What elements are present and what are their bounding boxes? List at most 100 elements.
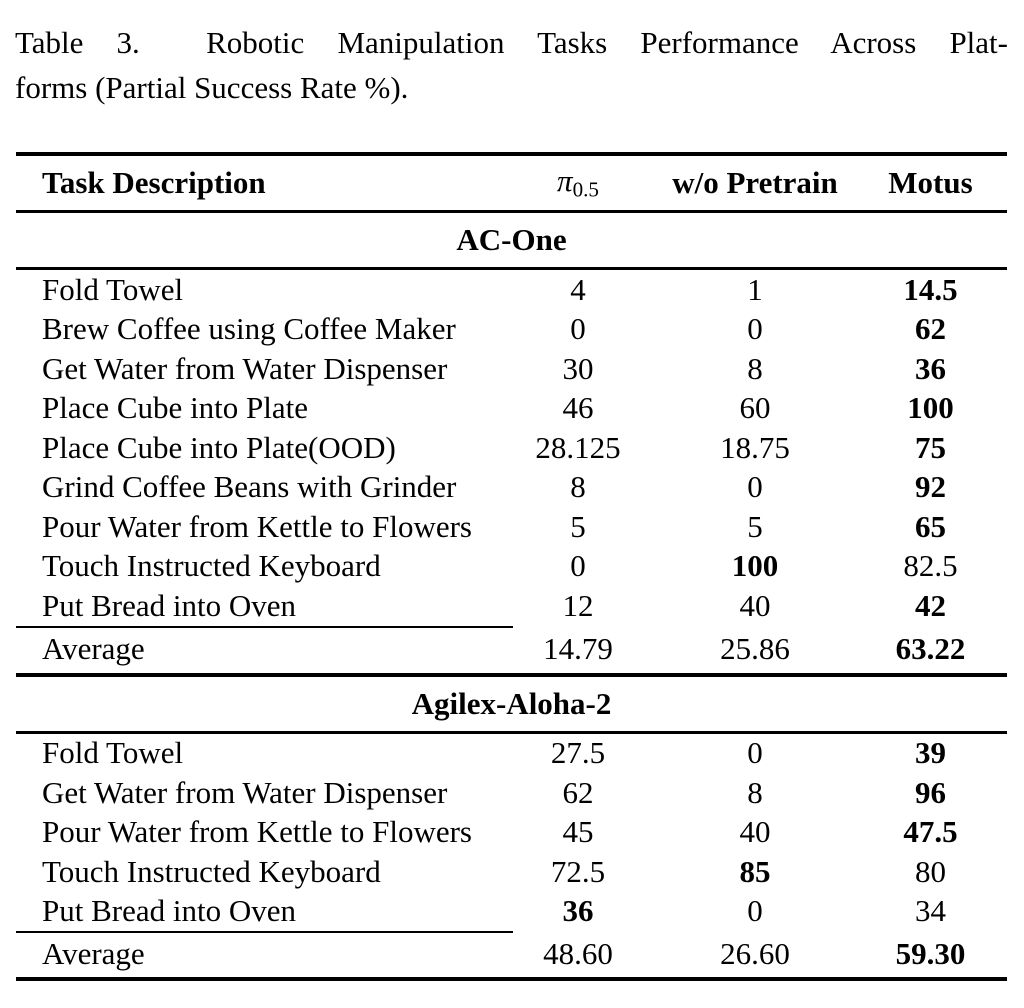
partial-rule — [16, 931, 513, 933]
average-row: Average 14.79 25.86 63.22 — [16, 625, 1007, 673]
pi05-value: 36 — [562, 893, 594, 929]
wo-pretrain-value: 18.75 — [720, 429, 790, 465]
motus-average: 63.22 — [895, 631, 966, 666]
pi05-value: 8 — [570, 469, 586, 505]
wo-pretrain-value: 1 — [747, 271, 763, 307]
motus-value: 100 — [907, 390, 954, 426]
pi05-value: 30 — [562, 350, 594, 386]
wo-pretrain-value: 0 — [747, 735, 763, 771]
task-cell: Get Water from Water Dispenser — [42, 350, 448, 386]
caption-line-1: Table 3. Robotic Manipulation Tasks Perf… — [15, 25, 1008, 60]
motus-value: 42 — [915, 587, 946, 623]
table-row: Pour Water from Kettle to Flowers 5 5 65 — [16, 507, 1007, 547]
task-cell: Pour Water from Kettle to Flowers — [42, 508, 472, 544]
average-row: Average 48.60 26.60 59.30 — [16, 931, 1007, 977]
pi05-value: 27.5 — [550, 735, 606, 771]
wo-pretrain-value: 40 — [739, 587, 771, 623]
pi05-value: 4 — [570, 271, 586, 307]
section-title-ac-one: AC-One — [456, 222, 567, 257]
pi05-average: 14.79 — [543, 631, 613, 666]
wo-pretrain-value: 0 — [747, 893, 763, 929]
motus-value: 34 — [915, 893, 946, 929]
wo-pretrain-value: 5 — [747, 508, 763, 544]
table-row: Grind Coffee Beans with Grinder 8 0 92 — [16, 468, 1007, 508]
table-caption: Table 3. Robotic Manipulation Tasks Perf… — [15, 20, 1008, 110]
task-cell: Get Water from Water Dispenser — [42, 774, 448, 810]
motus-value: 92 — [915, 469, 946, 505]
wo-pretrain-average: 25.86 — [720, 631, 790, 666]
task-cell: Brew Coffee using Coffee Maker — [42, 311, 456, 347]
motus-value: 96 — [915, 774, 946, 810]
motus-value: 75 — [915, 429, 946, 465]
pi05-value: 45 — [562, 814, 594, 850]
pi05-value: 62 — [562, 774, 594, 810]
pi05-value: 28.125 — [535, 429, 621, 465]
wo-pretrain-value: 8 — [747, 774, 763, 810]
wo-pretrain-value: 100 — [731, 548, 779, 584]
section-divider-rule — [16, 672, 1007, 677]
task-cell: Touch Instructed Keyboard — [42, 853, 381, 889]
table-header-row: Task Description π0.5 w/o Pretrain Motus — [16, 156, 1007, 210]
header-motus: Motus — [888, 165, 973, 200]
task-cell: Touch Instructed Keyboard — [42, 548, 381, 584]
pi-subscript: 0.5 — [572, 177, 599, 202]
table-row: Place Cube into Plate 46 60 100 — [16, 389, 1007, 429]
motus-average: 59.30 — [895, 936, 966, 971]
table-row: Pour Water from Kettle to Flowers 45 40 … — [16, 813, 1007, 853]
wo-pretrain-value: 0 — [747, 469, 763, 505]
task-cell: Pour Water from Kettle to Flowers — [42, 814, 472, 850]
pi05-value: 46 — [562, 390, 594, 426]
task-cell: Place Cube into Plate(OOD) — [42, 429, 396, 465]
motus-value: 62 — [915, 311, 946, 347]
pi05-average: 48.60 — [543, 936, 613, 971]
task-cell: Put Bread into Oven — [42, 893, 296, 929]
table-row: Touch Instructed Keyboard 72.5 85 80 — [16, 852, 1007, 892]
table-row: Brew Coffee using Coffee Maker 0 0 62 — [16, 310, 1007, 350]
motus-value: 82.5 — [903, 548, 958, 584]
task-cell: Fold Towel — [42, 271, 184, 307]
table-row: Put Bread into Oven 36 0 34 — [16, 892, 1007, 932]
top-rule — [16, 152, 1007, 156]
task-cell: Put Bread into Oven — [42, 587, 296, 623]
wo-pretrain-value: 40 — [739, 814, 771, 850]
section-title-agilex-aloha-2: Agilex-Aloha-2 — [411, 685, 612, 721]
section-rule — [16, 730, 1007, 734]
header-rule — [16, 210, 1007, 213]
table-row: Touch Instructed Keyboard 0 100 82.5 — [16, 547, 1007, 587]
table-row: Fold Towel 27.5 0 39 — [16, 734, 1007, 774]
motus-value: 36 — [915, 350, 946, 386]
wo-pretrain-value: 8 — [747, 350, 763, 386]
motus-value: 39 — [915, 735, 946, 771]
header-wo-pretrain: w/o Pretrain — [672, 165, 838, 200]
pi05-value: 12 — [562, 587, 594, 623]
motus-value: 47.5 — [903, 814, 958, 850]
pi05-value: 0 — [570, 311, 586, 347]
section-rule — [16, 267, 1007, 270]
header-task-description: Task Description — [42, 165, 266, 200]
task-cell: Fold Towel — [42, 735, 184, 771]
table-row: Fold Towel 4 1 14.5 — [16, 270, 1007, 310]
motus-value: 65 — [915, 508, 946, 544]
wo-pretrain-value: 85 — [739, 853, 771, 889]
wo-pretrain-value: 60 — [739, 390, 771, 426]
motus-value: 14.5 — [903, 271, 958, 307]
table-row: Get Water from Water Dispenser 62 8 96 — [16, 773, 1007, 813]
average-label: Average — [42, 936, 145, 971]
wo-pretrain-average: 26.60 — [720, 936, 790, 971]
bottom-rule — [16, 977, 1007, 981]
table-row: Put Bread into Oven 12 40 42 — [16, 586, 1007, 626]
caption-line-2: forms (Partial Success Rate %). — [15, 70, 409, 105]
motus-value: 80 — [915, 853, 946, 889]
pi-symbol: π — [557, 163, 573, 199]
wo-pretrain-value: 0 — [747, 311, 763, 347]
results-table: Task Description π0.5 w/o Pretrain Motus… — [16, 152, 1007, 981]
task-cell: Place Cube into Plate — [42, 390, 309, 426]
table-row: Place Cube into Plate(OOD) 28.125 18.75 … — [16, 428, 1007, 468]
partial-rule — [16, 625, 513, 628]
task-cell: Grind Coffee Beans with Grinder — [42, 469, 457, 505]
table-row: Get Water from Water Dispenser 30 8 36 — [16, 349, 1007, 389]
average-label: Average — [42, 631, 145, 666]
pi05-value: 0 — [570, 548, 586, 584]
pi05-value: 5 — [570, 508, 586, 544]
